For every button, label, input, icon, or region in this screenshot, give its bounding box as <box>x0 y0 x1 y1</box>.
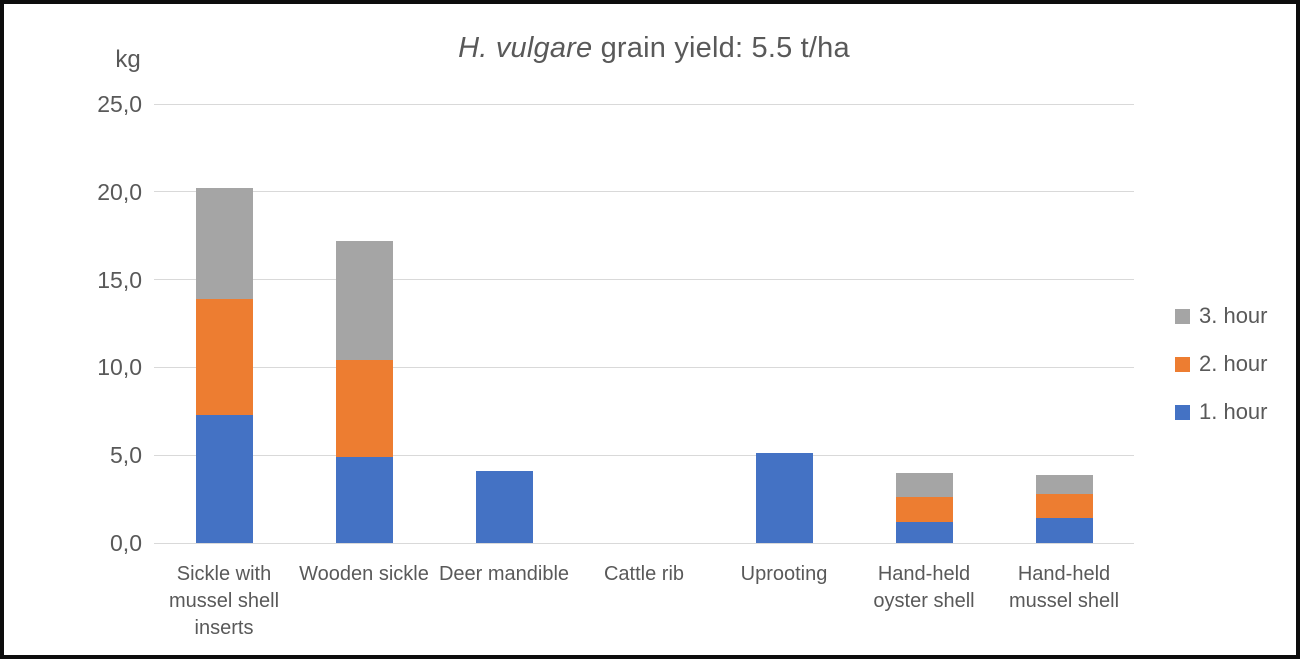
legend-swatch-icon <box>1175 308 1190 324</box>
plot-area <box>154 103 1134 544</box>
bar-segment-3hour-1 <box>335 240 393 361</box>
x-category-label-0: Sickle with mussel shell inserts <box>168 563 280 639</box>
x-category-label-3: Cattle rib <box>603 563 685 585</box>
bar-segment-1hour-2 <box>475 471 533 543</box>
chart-title-species: H. vulgare <box>458 32 593 64</box>
x-category-label-6: Hand-held mussel shell <box>1008 563 1120 612</box>
bar-segment-1hour-5 <box>895 521 953 543</box>
bar-segment-2hour-0 <box>195 298 253 415</box>
x-category-label-1: Wooden sickle <box>299 563 429 585</box>
gridline-20,0 <box>154 191 1134 193</box>
legend-label: 2. hour <box>1199 351 1268 376</box>
chart-legend: 3. hour 2. hour 1. hour <box>1175 303 1295 449</box>
stacked-bar-chart: H. vulgare grain yield: 5.5 t/ha kg 0,0 5… <box>4 4 1300 663</box>
x-category-label-2: Deer mandible <box>438 563 570 585</box>
bar-segment-1hour-6 <box>1035 518 1093 543</box>
bar-segment-3hour-5 <box>895 472 953 498</box>
gridline-5,0 <box>154 454 1134 456</box>
chart-title-rest: grain yield: 5.5 t/ha <box>592 32 850 64</box>
bar-segment-1hour-1 <box>335 456 393 543</box>
gridline-0,0 <box>154 542 1134 544</box>
legend-swatch-icon <box>1175 356 1190 372</box>
y-axis-unit-label: kg <box>115 46 141 73</box>
x-category-label-4: Uprooting <box>740 563 828 585</box>
bar-segment-3hour-6 <box>1035 474 1093 494</box>
legend-label: 3. hour <box>1199 303 1268 328</box>
y-tick-label-10,0: 10,0 <box>97 354 142 381</box>
bar-segment-1hour-0 <box>195 414 253 543</box>
chart-title: H. vulgare grain yield: 5.5 t/ha <box>4 32 1300 65</box>
legend-item-1hour: 1. hour <box>1175 399 1295 424</box>
bar-segment-1hour-4 <box>755 453 813 543</box>
y-tick-label-0,0: 0,0 <box>110 530 142 556</box>
gridline-10,0 <box>154 366 1134 368</box>
legend-item-3hour: 3. hour <box>1175 303 1295 328</box>
gridline-25,0 <box>154 103 1134 105</box>
legend-item-2hour: 2. hour <box>1175 351 1295 376</box>
y-tick-label-5,0: 5,0 <box>110 442 142 469</box>
y-tick-label-15,0: 15,0 <box>97 266 142 293</box>
bar-segment-3hour-0 <box>195 188 253 299</box>
bar-segment-2hour-6 <box>1035 493 1093 519</box>
bar-segment-2hour-1 <box>335 360 393 457</box>
legend-swatch-icon <box>1175 404 1190 420</box>
y-tick-label-20,0: 20,0 <box>97 178 142 205</box>
x-category-label-5: Hand-held oyster shell <box>873 563 975 612</box>
y-tick-label-25,0: 25,0 <box>97 91 142 117</box>
gridline-15,0 <box>154 279 1134 281</box>
legend-label: 1. hour <box>1199 399 1268 424</box>
bar-segment-2hour-5 <box>895 497 953 522</box>
